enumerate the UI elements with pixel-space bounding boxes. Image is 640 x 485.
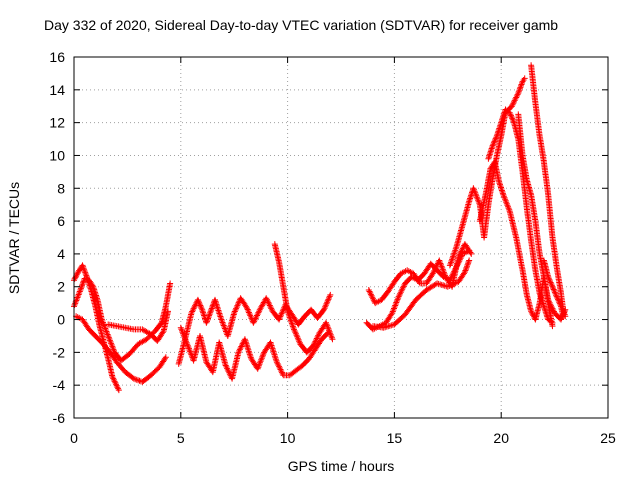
series-markers — [540, 257, 567, 320]
plot-frame — [73, 56, 609, 419]
x-tick-label: 15 — [387, 430, 403, 446]
series-satellite-track-9 — [365, 241, 475, 307]
series-markers — [177, 324, 332, 382]
series-satellite-track-6 — [177, 324, 332, 382]
series-satellite-track-3 — [73, 313, 169, 385]
series-markers — [528, 62, 569, 320]
y-tick-label: 14 — [49, 82, 65, 98]
x-tick-label: 25 — [600, 430, 616, 446]
series-satellite-track-4 — [105, 308, 171, 344]
x-tick-label: 0 — [70, 430, 78, 446]
series-markers — [105, 308, 171, 344]
data-marks — [71, 62, 569, 394]
series-markers — [370, 257, 473, 331]
y-tick-label: 0 — [57, 312, 65, 328]
y-tick-label: 4 — [57, 246, 65, 262]
series-satellite-track-13 — [485, 106, 556, 326]
series-markers — [271, 241, 336, 356]
series-satellite-track-16 — [540, 257, 567, 320]
x-tick-label: 5 — [177, 430, 185, 446]
series-satellite-track-7 — [271, 241, 336, 356]
y-tick-label: 10 — [49, 147, 65, 163]
y-tick-label: -4 — [53, 377, 66, 393]
series-markers — [515, 111, 569, 323]
series-satellite-track-10 — [370, 257, 473, 331]
series-markers — [73, 313, 169, 385]
y-axis-label: SDTVAR / TECUs — [6, 182, 22, 294]
x-axis-label: GPS time / hours — [288, 458, 395, 474]
series-satellite-track-15 — [515, 111, 569, 323]
y-tick-label: 16 — [49, 49, 65, 65]
y-tick-label: 2 — [57, 279, 65, 295]
series-satellite-track-2 — [71, 262, 122, 394]
y-tick-label: 12 — [49, 115, 65, 131]
y-tick-label: -6 — [53, 410, 66, 426]
y-tick-label: 8 — [57, 180, 65, 196]
x-tick-label: 10 — [280, 430, 296, 446]
x-tick-label: 20 — [493, 430, 509, 446]
series-markers — [71, 262, 122, 394]
y-tick-label: 6 — [57, 213, 65, 229]
series-markers — [485, 106, 556, 326]
y-tick-label: -2 — [53, 344, 66, 360]
chart-title: Day 332 of 2020, Sidereal Day-to-day VTE… — [44, 17, 558, 33]
axis-ticks: -6 -4 -2 0 2 4 6 8 10 12 14 16 0 5 10 15 20 25 — [49, 49, 616, 446]
series-markers — [365, 241, 475, 307]
series-satellite-track-14 — [528, 62, 569, 320]
